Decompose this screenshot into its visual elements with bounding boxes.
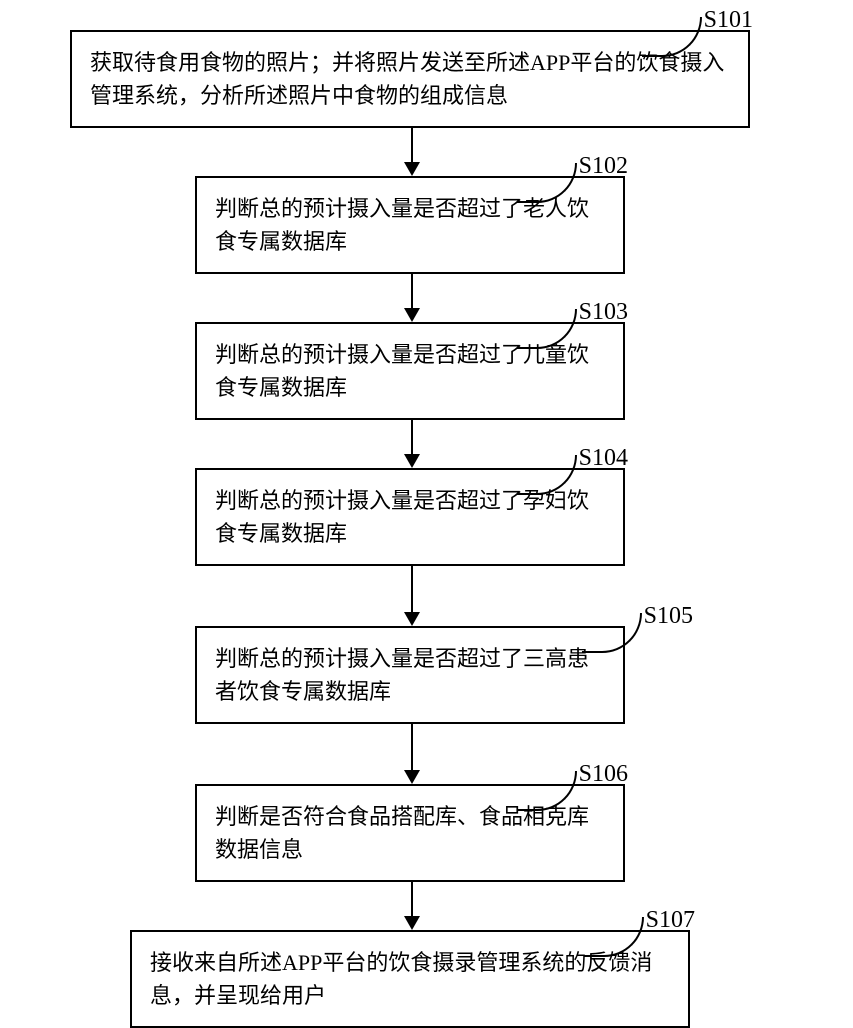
arrow-down-icon [404, 566, 420, 626]
curve-line [517, 771, 577, 811]
step-label-s102: S102 [579, 153, 628, 180]
label-connector: S102 [517, 181, 628, 221]
arrow-down-icon [404, 724, 420, 784]
step-box-s105: 判断总的预计摄入量是否超过了三高患者饮食专属数据库 [195, 626, 625, 724]
step-label-s101: S101 [704, 7, 753, 34]
label-connector: S104 [517, 473, 628, 513]
step-row: 判断总的预计摄入量是否超过了老人饮食专属数据库 S102 [40, 176, 813, 274]
step-label-s104: S104 [579, 445, 628, 472]
arrow-wrap [25, 274, 798, 322]
curve-line [517, 309, 577, 349]
step-label-s103: S103 [579, 299, 628, 326]
arrow-down-icon [404, 420, 420, 468]
arrow-wrap [25, 420, 798, 468]
step-text: 接收来自所述APP平台的饮食摄录管理系统的反馈消息，并呈现给用户 [150, 950, 652, 1008]
step-row: 获取待食用食物的照片；并将照片发送至所述APP平台的饮食摄入管理系统，分析所述照… [40, 30, 813, 128]
curve-line [642, 17, 702, 57]
label-connector: S106 [517, 789, 628, 829]
curve-line [517, 455, 577, 495]
step-text: 判断总的预计摄入量是否超过了三高患者饮食专属数据库 [215, 646, 589, 704]
curve-line [582, 613, 642, 653]
step-row: 判断总的预计摄入量是否超过了儿童饮食专属数据库 S103 [40, 322, 813, 420]
label-connector: S103 [517, 327, 628, 367]
label-connector: S101 [642, 35, 753, 75]
label-connector: S105 [582, 631, 693, 671]
label-connector: S107 [584, 935, 695, 975]
arrow-wrap [25, 128, 798, 176]
step-label-s105: S105 [644, 603, 693, 630]
step-row: 判断是否符合食品搭配库、食品相克库数据信息 S106 [40, 784, 813, 882]
step-label-s106: S106 [579, 761, 628, 788]
arrow-down-icon [404, 274, 420, 322]
curve-line [584, 917, 644, 957]
step-row: 接收来自所述APP平台的饮食摄录管理系统的反馈消息，并呈现给用户 S107 [40, 930, 813, 1028]
curve-line [517, 163, 577, 203]
step-label-s107: S107 [646, 907, 695, 934]
arrow-down-icon [404, 882, 420, 930]
step-row: 判断总的预计摄入量是否超过了孕妇饮食专属数据库 S104 [40, 468, 813, 566]
flowchart-container: 获取待食用食物的照片；并将照片发送至所述APP平台的饮食摄入管理系统，分析所述照… [40, 30, 813, 1028]
step-row: 判断总的预计摄入量是否超过了三高患者饮食专属数据库 S105 [40, 626, 813, 724]
step-text: 获取待食用食物的照片；并将照片发送至所述APP平台的饮食摄入管理系统，分析所述照… [90, 50, 724, 108]
arrow-down-icon [404, 128, 420, 176]
arrow-wrap [25, 724, 798, 784]
